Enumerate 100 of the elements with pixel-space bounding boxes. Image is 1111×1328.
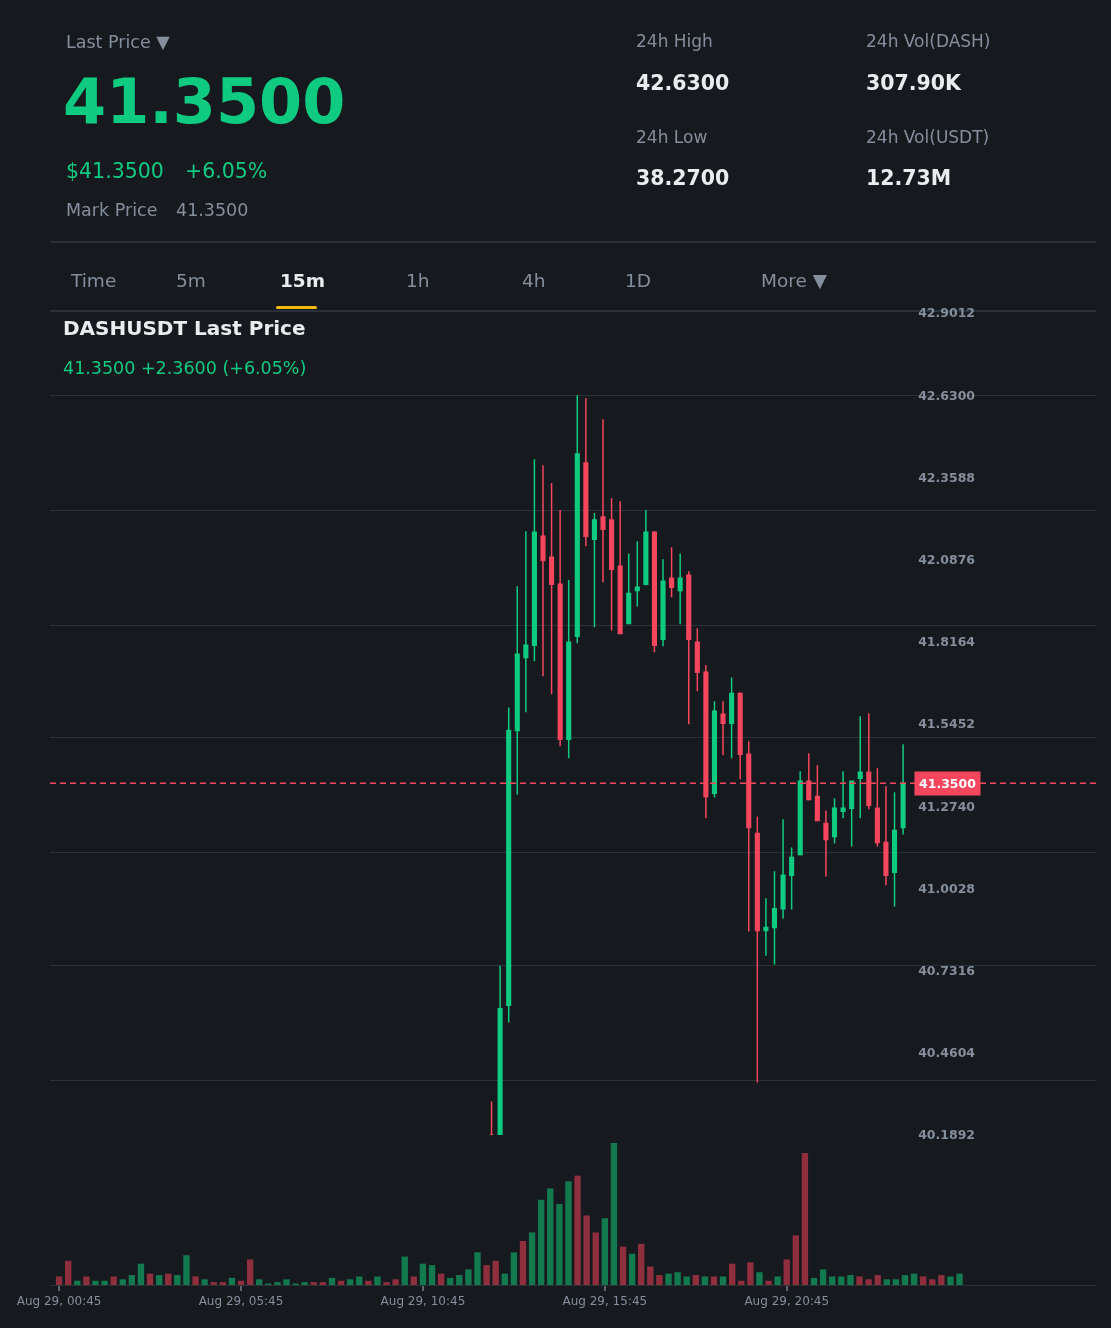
bar	[365, 1280, 372, 1285]
text: 15m	[280, 270, 326, 292]
candlestick	[754, 815, 760, 1084]
y-tick-label: 41.0028	[918, 880, 976, 896]
text: Mark Price	[66, 199, 158, 221]
bar	[765, 1280, 772, 1285]
candlestick	[609, 497, 615, 632]
bar	[728, 1263, 736, 1285]
candlestick	[506, 706, 512, 1024]
bar	[256, 1279, 263, 1285]
bar	[592, 1232, 599, 1285]
candlestick	[857, 715, 863, 820]
bar	[119, 1279, 126, 1285]
bar	[101, 1280, 108, 1285]
bar	[165, 1273, 172, 1285]
bar	[874, 1275, 881, 1285]
candlestick	[523, 530, 529, 713]
bar	[938, 1275, 945, 1285]
y-tick-label: 42.3588	[918, 469, 976, 485]
candlestick	[583, 397, 589, 547]
candlestick	[557, 509, 563, 747]
x-tick-label: Aug 29, 15:45	[562, 1294, 648, 1309]
candlestick	[780, 818, 786, 920]
bar	[456, 1275, 463, 1285]
bar	[465, 1269, 472, 1285]
bar	[910, 1273, 918, 1285]
bar	[665, 1273, 672, 1285]
candlestick	[891, 791, 898, 908]
y-tick-label: 41.5452	[918, 716, 976, 732]
bar	[956, 1273, 963, 1285]
candlestick	[789, 846, 795, 911]
candlestick	[883, 785, 889, 887]
bar	[774, 1276, 781, 1285]
candlestick	[900, 743, 906, 836]
bar	[719, 1276, 727, 1285]
bar	[428, 1265, 436, 1285]
text: 1h	[406, 270, 430, 292]
candlestick	[823, 809, 829, 878]
bar	[474, 1252, 481, 1285]
bar	[401, 1256, 408, 1285]
bar	[155, 1275, 163, 1285]
bar	[210, 1282, 217, 1285]
y-tick-label: 41.8164	[918, 634, 976, 650]
candlestick	[720, 700, 726, 757]
bar	[228, 1277, 236, 1285]
bar	[146, 1273, 154, 1285]
bar	[83, 1276, 90, 1285]
candlestick	[840, 770, 846, 820]
bar	[437, 1273, 445, 1285]
bar	[829, 1276, 836, 1285]
bar	[383, 1282, 390, 1285]
bar	[810, 1277, 818, 1285]
y-tick-label: 40.1892	[918, 1127, 976, 1143]
y-tick-label: 40.4604	[918, 1045, 976, 1061]
candlestick	[600, 418, 606, 583]
candlestick	[497, 964, 503, 1135]
candlestick	[549, 482, 555, 696]
bar	[947, 1276, 954, 1285]
bar	[920, 1276, 927, 1285]
bar	[574, 1175, 581, 1285]
text: 307.90K	[866, 71, 961, 96]
candlestick	[763, 897, 769, 957]
bar	[792, 1235, 800, 1285]
candlestick	[591, 512, 597, 629]
y-tick-label: 42.9012	[918, 305, 976, 321]
bar	[674, 1272, 681, 1285]
bar	[901, 1275, 909, 1285]
bar	[528, 1232, 536, 1285]
candlestick	[737, 691, 743, 780]
candlestick	[566, 579, 572, 760]
candlestick	[797, 770, 803, 857]
bar	[183, 1255, 190, 1285]
bar	[710, 1276, 718, 1285]
candlestick	[617, 500, 623, 636]
candlestick	[711, 700, 718, 799]
bar	[492, 1260, 499, 1285]
text: 24h Low	[636, 127, 708, 148]
bar	[137, 1263, 145, 1285]
bar	[201, 1279, 208, 1285]
bar	[447, 1277, 454, 1285]
bar	[65, 1260, 72, 1285]
bar	[565, 1181, 572, 1285]
bar	[856, 1276, 863, 1285]
bar	[519, 1240, 527, 1285]
text: 41.3500 +2.3600 (+6.05%)	[63, 358, 307, 379]
bar	[128, 1275, 136, 1285]
bar	[356, 1276, 363, 1285]
bar	[747, 1262, 754, 1285]
bar	[619, 1246, 627, 1285]
x-tick-label: Aug 29, 10:45	[380, 1294, 466, 1309]
text: $41.3500	[66, 159, 164, 184]
text: Last Price ▼	[66, 31, 170, 53]
chart-title: DASHUSDT Last Price	[63, 316, 306, 340]
bar	[847, 1275, 854, 1285]
bar	[110, 1276, 117, 1285]
bar	[628, 1253, 636, 1285]
bar	[419, 1263, 427, 1285]
candlestick	[574, 394, 580, 644]
bar	[410, 1276, 418, 1285]
bar	[638, 1243, 645, 1285]
